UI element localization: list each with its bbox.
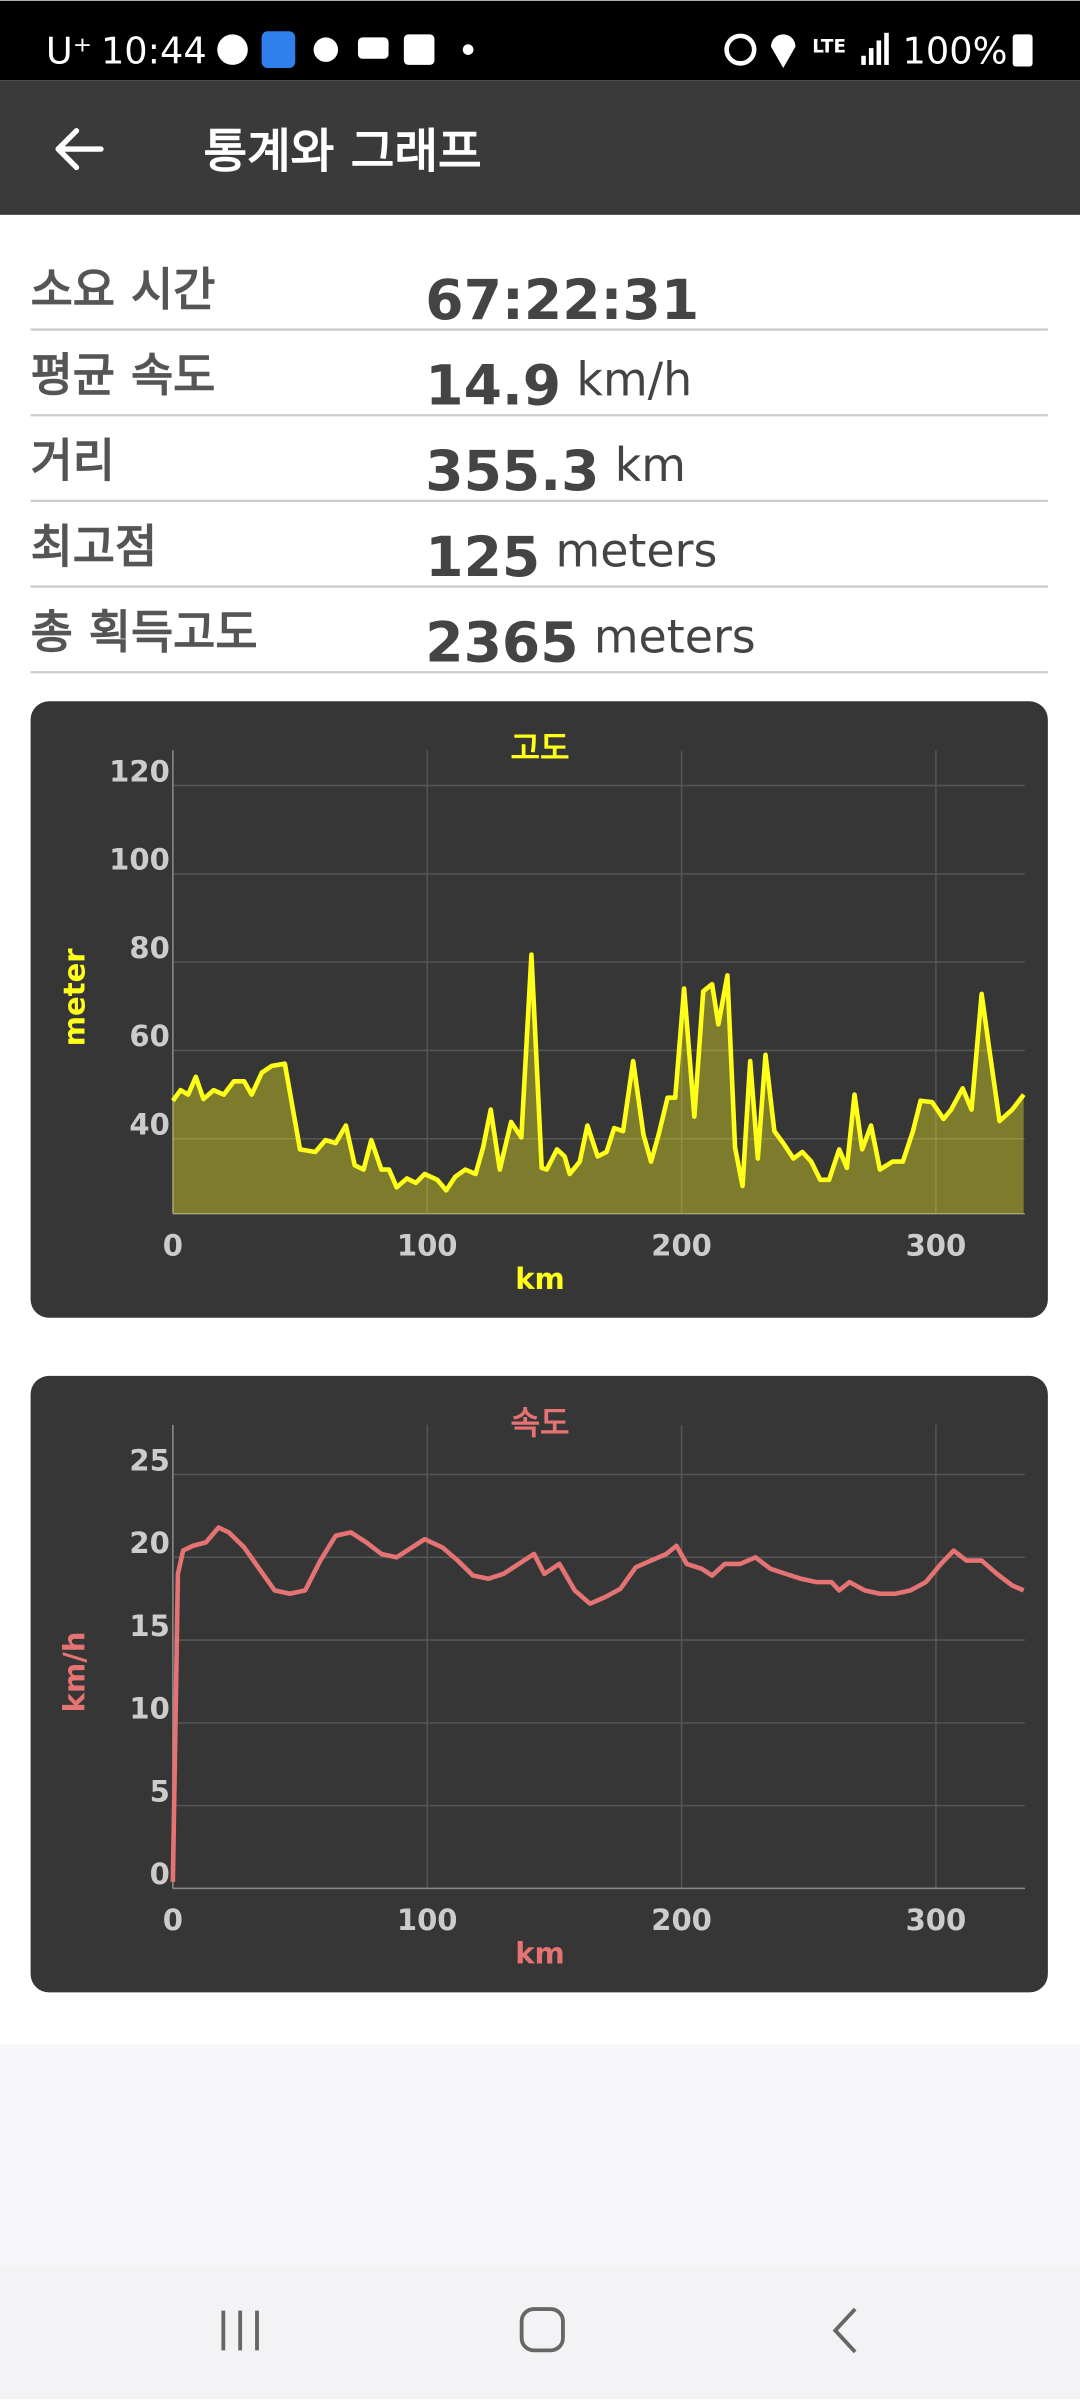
- stat-value: 67:22:31: [425, 268, 699, 332]
- stat-value-row: 355.3 km: [425, 438, 686, 503]
- notification-icon: [217, 34, 248, 65]
- stat-value-row: 67:22:31: [425, 268, 699, 332]
- signal-bar: [861, 55, 866, 65]
- more-dot: [462, 44, 474, 55]
- stat-unit: meters: [556, 524, 718, 578]
- x-tick-label: 300: [906, 1228, 967, 1262]
- battery-percent: 100%: [903, 29, 1008, 72]
- y-axis-label: meter: [57, 948, 91, 1047]
- y-tick-label: 80: [129, 931, 169, 965]
- card-background: [30, 1375, 1048, 1993]
- y-tick-label: 100: [109, 843, 170, 877]
- x-tick-label: 100: [397, 1228, 458, 1262]
- app-bar: [0, 80, 1080, 215]
- alarm-icon: [724, 33, 757, 66]
- home-button[interactable]: [519, 2307, 565, 2353]
- x-tick-label: 200: [651, 1228, 712, 1262]
- y-tick-label: 0: [150, 1857, 170, 1891]
- x-axis-label: km: [515, 1937, 565, 1971]
- x-tick-label: 0: [163, 1228, 183, 1262]
- notification-icon: [403, 34, 435, 65]
- y-tick-label: 20: [129, 1526, 169, 1560]
- x-tick-label: 0: [163, 1903, 183, 1937]
- y-tick-label: 15: [129, 1609, 169, 1643]
- clock: 10:44: [101, 29, 207, 72]
- x-tick-label: 300: [906, 1903, 967, 1937]
- stat-value-row: 125 meters: [425, 524, 717, 589]
- stat-label: 최고점: [31, 519, 158, 573]
- stat-value-row: 2365 meters: [425, 609, 755, 674]
- stat-value: 355.3: [425, 439, 599, 503]
- stat-value: 14.9: [425, 354, 561, 418]
- y-tick-label: 5: [150, 1774, 170, 1808]
- stat-value: 2365: [425, 611, 578, 675]
- chart-card: 고도 km meter 40 60 80 100 120 0 100 200 300: [30, 701, 1048, 1318]
- notification-icon: [357, 37, 389, 59]
- x-axis-label: km: [515, 1262, 565, 1296]
- empty-area: [0, 2044, 1080, 2265]
- card-background: [30, 701, 1048, 1318]
- area: [172, 954, 1024, 1214]
- y-tick-label: 60: [129, 1019, 169, 1053]
- stat-label: 평균 속도: [31, 348, 216, 402]
- carrier: U⁺: [46, 29, 92, 72]
- chart-title: 속도: [510, 1404, 569, 1442]
- notification-icon: [313, 37, 339, 62]
- signal-bar: [884, 32, 889, 65]
- y-tick-label: 10: [129, 1692, 169, 1726]
- x-tick-label: 100: [397, 1903, 458, 1937]
- y-tick-label: 120: [109, 754, 170, 788]
- stat-unit: meters: [594, 609, 756, 663]
- recents-button[interactable]: [221, 2310, 259, 2351]
- back-button[interactable]: [55, 128, 104, 171]
- chart-title: 고도: [510, 729, 569, 767]
- signal-bar: [876, 40, 882, 65]
- y-tick-label: 40: [129, 1107, 169, 1141]
- stat-value-row: 14.9 km/h: [425, 352, 692, 417]
- network-type: LTE: [812, 37, 846, 58]
- notification-icon: [261, 31, 296, 68]
- x-tick-label: 200: [651, 1903, 712, 1937]
- back-nav-button[interactable]: [832, 2307, 857, 2354]
- navigation-bar: [0, 2264, 1080, 2400]
- stats-list: 소요 시간 67:22:31 평균 속도 14.9 km/h 거리 355.3 km 최고점 12…: [31, 262, 1048, 675]
- stat-label: 거리: [31, 434, 115, 488]
- stat-label: 총 획득고도: [31, 605, 258, 659]
- stat-value: 125: [425, 525, 540, 589]
- chart-card: 속도 km km/h 0 5 10 15 20 25 0 100 200 300: [30, 1375, 1048, 1993]
- app-title: 통계와 그래프: [203, 124, 481, 179]
- y-axis-label: km/h: [57, 1631, 91, 1712]
- line: [170, 1525, 1025, 1882]
- signal-bar: [868, 48, 874, 65]
- status-bar: [0, 0, 1080, 81]
- line: [171, 952, 1026, 1193]
- stat-unit: km: [615, 438, 686, 492]
- stat-label: 소요 시간: [31, 262, 216, 316]
- y-tick-label: 25: [129, 1443, 169, 1477]
- battery-icon: [1012, 34, 1033, 67]
- stat-unit: km/h: [576, 352, 692, 406]
- location-icon: [770, 34, 796, 68]
